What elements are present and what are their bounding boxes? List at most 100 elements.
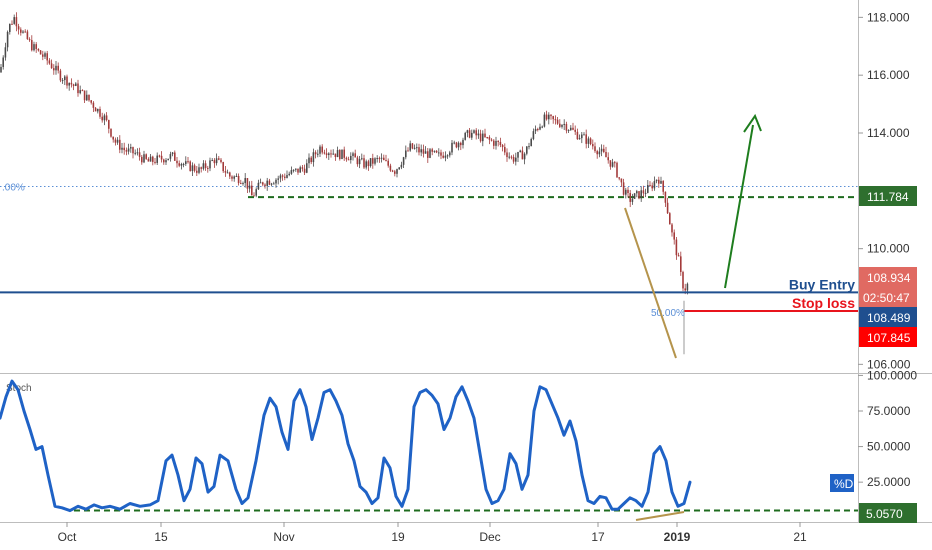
candle-body [222, 162, 224, 172]
candle-body [539, 126, 541, 130]
candle-body [105, 115, 108, 121]
candle-body [644, 192, 647, 194]
candle-body [541, 126, 543, 128]
candle-body [163, 159, 165, 163]
candle-body [31, 40, 33, 51]
candle-body [202, 163, 205, 169]
candle-body [334, 153, 337, 158]
candle-body [453, 142, 455, 144]
candle-body [134, 152, 136, 154]
candle-body [215, 158, 218, 164]
candle-body [625, 189, 627, 195]
stoch-axis[interactable]: 100.0000 75.0000 50.0000 25.0000 [858, 368, 917, 489]
candle-body [385, 160, 387, 162]
candle-body [504, 147, 506, 153]
candle-body [475, 130, 477, 136]
price-tag-entry: 108.489 [859, 307, 917, 327]
candle-body [308, 157, 310, 164]
candle-body [237, 175, 240, 184]
candle-body [253, 195, 255, 197]
candle-body [13, 17, 15, 24]
candle-body [627, 189, 629, 194]
candle-body [596, 151, 598, 155]
candle-body [446, 155, 449, 157]
candle-body [638, 191, 640, 199]
stoch-pane[interactable] [0, 374, 858, 522]
candle-body [143, 154, 145, 163]
candle-body [574, 129, 576, 132]
candle-body [402, 157, 405, 165]
stoch-trend-line[interactable] [635, 511, 685, 521]
candle-body [361, 158, 363, 160]
stoch-badge-text: %D [834, 477, 854, 491]
price-tag-countdown: 02:50:47 [859, 287, 917, 307]
candle-body [242, 183, 244, 185]
candle-body [616, 162, 618, 178]
stoch-tick-label: 25.0000 [867, 475, 911, 489]
stoch-tag: 5.0570 [859, 503, 917, 523]
stoch-tag-text: 5.0570 [866, 507, 903, 521]
candle-body [20, 29, 22, 33]
candle-body [264, 184, 266, 186]
candle-body [145, 154, 147, 159]
candle-body [438, 152, 440, 154]
time-tick-label: 19 [391, 530, 405, 544]
candle-body [471, 132, 473, 138]
candle-body [136, 152, 139, 154]
candle-body [633, 193, 636, 199]
candle-body [512, 157, 515, 162]
price-tag-stop: 107.845 [859, 327, 917, 347]
candle-body [213, 160, 216, 164]
candle-body [187, 161, 189, 163]
target-arrow[interactable] [724, 113, 762, 289]
price-tag-last: 108.934 [859, 267, 917, 287]
time-axis[interactable]: Oct 15 Nov 19 Dec 17 2019 21 [58, 522, 807, 544]
candle-body [405, 150, 407, 158]
candle-body [297, 168, 299, 173]
candle-body [609, 160, 612, 167]
downtrend-line[interactable] [624, 207, 677, 359]
candle-body [288, 173, 290, 176]
candle-body [374, 158, 376, 164]
candle-body [57, 65, 59, 71]
candle-body [15, 17, 18, 27]
candle-body [317, 153, 319, 155]
candle-body [158, 155, 161, 157]
candle-body [22, 31, 24, 33]
candle-body [130, 147, 132, 149]
candle-body [376, 158, 378, 160]
candle-body [42, 54, 44, 57]
price-candles[interactable] [0, 12, 689, 295]
candle-body [605, 151, 607, 158]
candle-body [191, 165, 194, 172]
candle-body [350, 155, 352, 160]
candle-body [81, 90, 84, 92]
candle-body [563, 123, 565, 125]
price-axis[interactable]: 118.000 116.000 114.000 110.000 106.000 [858, 10, 911, 371]
candle-body [442, 155, 444, 158]
time-tick-label: 17 [591, 530, 605, 544]
candle-body [497, 140, 499, 142]
fib-50-label: 50.00% [651, 308, 685, 319]
candle-body [416, 147, 418, 149]
candle-body [268, 180, 271, 185]
time-tick-label: 15 [154, 530, 168, 544]
candle-body [389, 165, 392, 171]
candle-body [508, 156, 510, 158]
candle-body [169, 154, 172, 159]
candle-body [88, 94, 90, 101]
candle-body [171, 152, 174, 155]
candle-body [607, 157, 609, 161]
candle-body [477, 133, 480, 136]
stoch-d-line[interactable] [0, 379, 692, 513]
candle-body [303, 168, 306, 173]
candle-body [347, 159, 350, 161]
price-tick-label: 110.000 [867, 242, 910, 256]
candle-body [207, 167, 209, 169]
candle-body [515, 157, 517, 162]
candle-body [160, 155, 163, 160]
price-tag-stop-text: 107.845 [867, 331, 911, 345]
candle-body [125, 150, 128, 152]
candle-body [488, 137, 491, 140]
candle-body [583, 134, 585, 136]
